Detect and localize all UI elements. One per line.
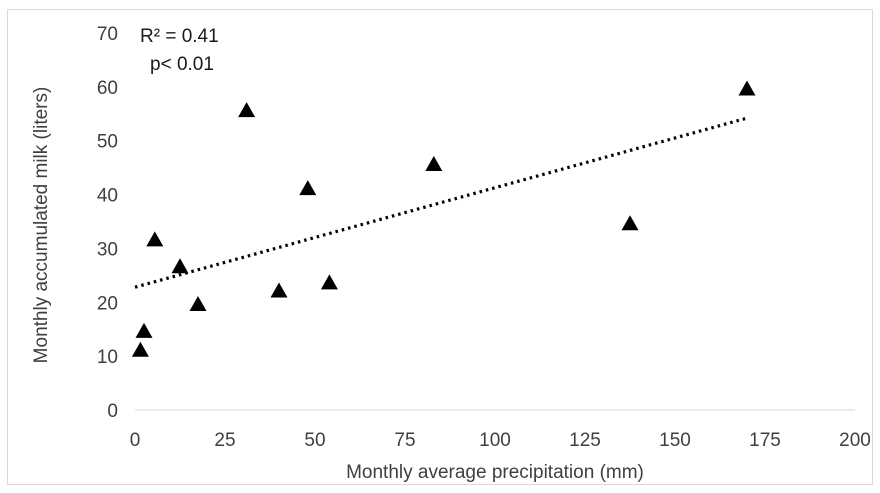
y-tick-label: 50: [97, 132, 118, 153]
data-point-triangle: [238, 102, 256, 118]
x-tick-label: 25: [214, 430, 235, 451]
data-points: [131, 80, 756, 357]
y-tick-label: 70: [97, 24, 118, 45]
y-tick-labels: 0 10 20 30 40 50 60 70: [97, 24, 118, 422]
y-tick-label: 0: [107, 401, 118, 422]
x-tick-label: 150: [659, 430, 691, 451]
x-tick-labels: 0 25 50 75 100 125 150 175 200: [130, 430, 871, 451]
data-point-triangle: [425, 155, 443, 171]
x-tick-label: 175: [749, 430, 781, 451]
y-tick-label: 10: [97, 347, 118, 368]
data-point-triangle: [738, 80, 756, 96]
data-point-triangle: [621, 215, 639, 231]
x-tick-label: 100: [479, 430, 511, 451]
data-point-triangle: [135, 322, 153, 338]
data-point-triangle: [146, 231, 164, 247]
x-tick-label: 200: [839, 430, 871, 451]
y-tick-label: 60: [97, 78, 118, 99]
data-point-triangle: [270, 282, 288, 298]
data-point-triangle: [131, 341, 149, 357]
data-point-triangle: [299, 180, 317, 196]
chart-frame: [7, 9, 873, 485]
y-tick-label: 20: [97, 293, 118, 314]
x-axis-title: Monthly average precipitation (mm): [346, 462, 644, 483]
trendline: [134, 116, 748, 289]
x-tick-label: 0: [130, 430, 141, 451]
x-tick-label: 75: [394, 430, 415, 451]
x-tick-label: 50: [304, 430, 325, 451]
data-point-triangle: [189, 295, 207, 311]
r-squared-annotation: R² = 0.41: [140, 26, 219, 47]
x-tick-label: 125: [569, 430, 601, 451]
data-point-triangle: [320, 274, 338, 290]
y-tick-label: 40: [97, 186, 118, 207]
y-tick-label: 30: [97, 239, 118, 260]
p-value-annotation: p< 0.01: [150, 54, 214, 75]
data-point-triangle: [171, 258, 189, 274]
y-axis-title: Monthly accumulated milk (liters): [31, 87, 52, 364]
